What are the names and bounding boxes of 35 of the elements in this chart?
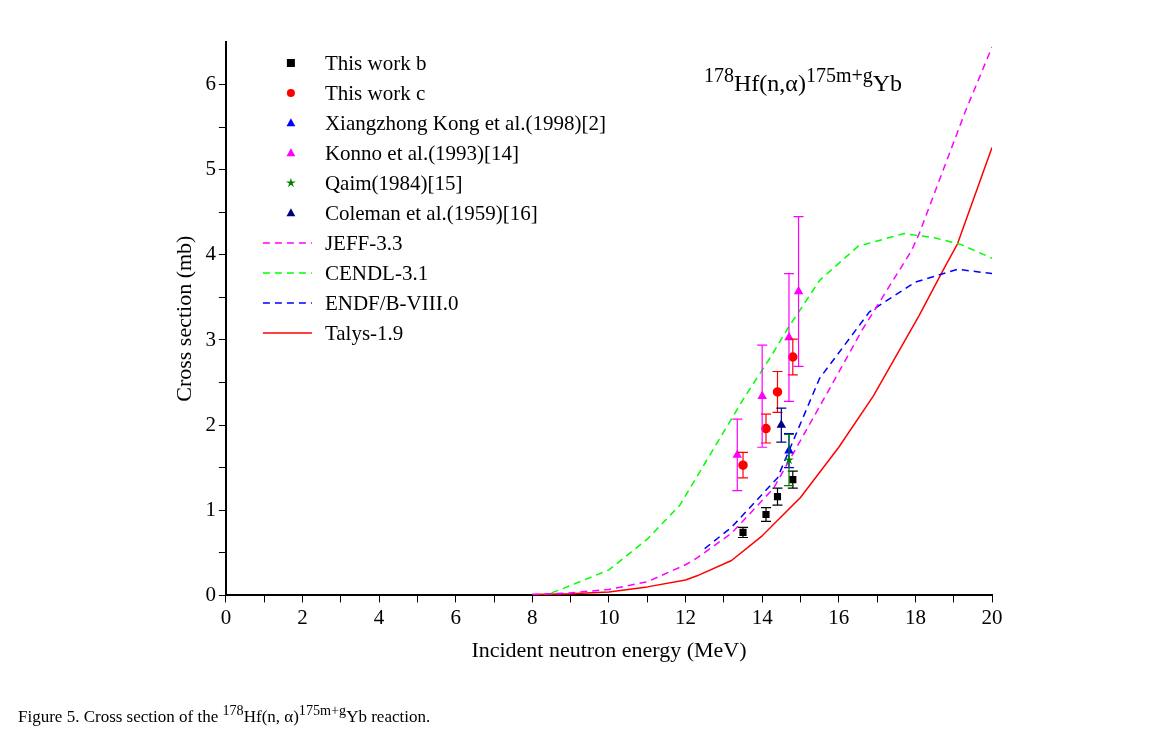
legend-label: This work c [324, 80, 426, 105]
y-tick-label: 2 [205, 411, 216, 436]
legend-label: Konno et al.(1993)[14] [324, 140, 520, 165]
legend-label: Talys-1.9 [324, 320, 404, 345]
y-tick-label: 1 [205, 496, 216, 521]
annotation: $^{178}$Hf(n,α)$^{175m+g}$Yb [704, 64, 903, 97]
legend-label: JEFF-3.3 [324, 230, 403, 255]
x-tick-label: 12 [675, 604, 697, 629]
x-tick-label: 18 [904, 604, 926, 629]
x-tick-label: 16 [828, 604, 850, 629]
legend-label: Coleman et al.(1959)[16] [324, 200, 538, 225]
legend-label: This work b [324, 50, 427, 75]
legend-label: CENDL-3.1 [324, 260, 429, 285]
x-tick-label: 8 [527, 604, 538, 629]
point [777, 420, 786, 428]
y-tick-label: 4 [205, 241, 217, 266]
x-axis-title: Incident neutron energy (MeV) [471, 636, 747, 662]
y-tick-label: 0 [205, 581, 216, 606]
legend-label: ENDF/B-VIII.0 [324, 290, 459, 315]
x-tick-label: 20 [981, 604, 1003, 629]
legend-label: Xiangzhong Kong et al.(1998)[2] [324, 110, 606, 135]
point [733, 450, 742, 458]
line-series [703, 268, 992, 550]
y-tick-label: 5 [205, 156, 216, 181]
x-tick-label: 14 [751, 604, 774, 629]
legend-label: Qaim(1984)[15] [324, 170, 463, 195]
x-tick-label: 2 [297, 604, 308, 629]
x-tick-label: 4 [373, 604, 385, 629]
x-tick-label: 6 [450, 604, 461, 629]
x-tick-label: 10 [598, 604, 620, 629]
y-tick-label: 6 [205, 71, 216, 96]
y-tick-label: 3 [205, 326, 216, 351]
y-axis-title: Cross section (mb) [170, 235, 196, 402]
caption: Figure 5. Cross section of the $^{178}$Hf(n, α)$^{175m+g}$Yb reaction. [18, 702, 432, 727]
line-series [550, 232, 992, 594]
